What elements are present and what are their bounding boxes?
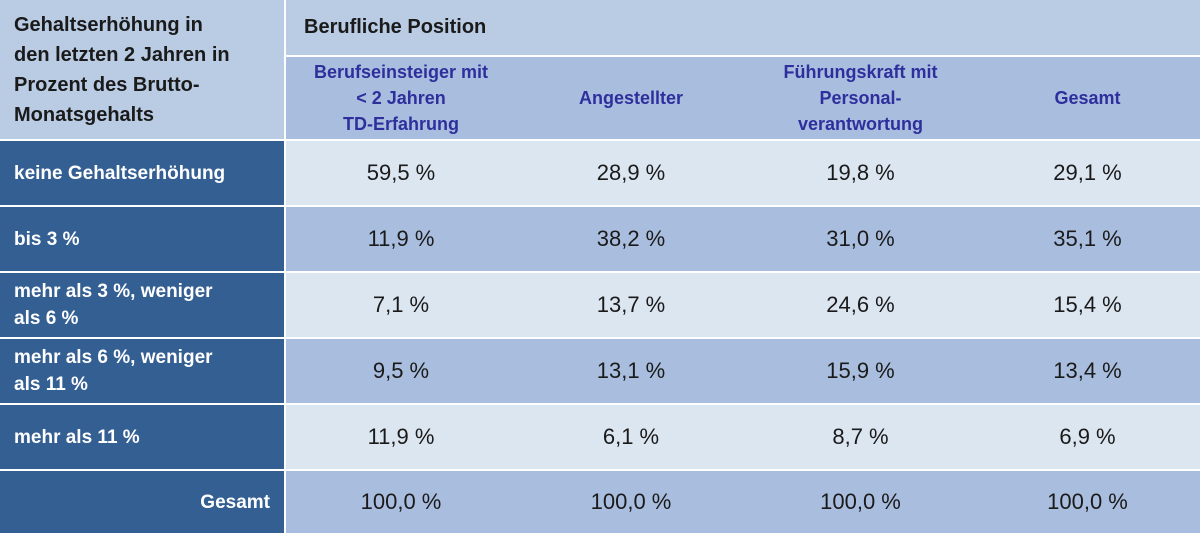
- row-label-text: Gesamt: [200, 491, 270, 513]
- corner-label-line: Gehaltserhöhung in: [14, 14, 203, 36]
- corner-label-line: den letzten 2 Jahren in: [14, 44, 230, 66]
- column-header-line: TD-Erfahrung: [343, 114, 459, 134]
- table-cell: 13,7 %: [516, 273, 746, 339]
- table-cell: 31,0 %: [746, 207, 975, 273]
- table-cell: 15,9 %: [746, 339, 975, 405]
- row-label-text: mehr als 11 %: [14, 426, 140, 448]
- row-label-3-bis-6: mehr als 3 %, weniger als 6 %: [0, 273, 286, 339]
- table-cell: 11,9 %: [286, 405, 516, 471]
- table-cell: 35,1 %: [975, 207, 1200, 273]
- table-cell: 100,0 %: [286, 471, 516, 533]
- table-cell: 29,1 %: [975, 141, 1200, 207]
- table-cell: 100,0 %: [516, 471, 746, 533]
- row-label-text: mehr als 3 %, weniger: [14, 281, 213, 302]
- row-label-text: keine Gehaltserhöhung: [14, 162, 226, 184]
- table-cell: 6,9 %: [975, 405, 1200, 471]
- column-header-line: Berufseinsteiger mit: [313, 62, 489, 82]
- table-cell: 11,9 %: [286, 207, 516, 273]
- column-header-line: verantwortung: [797, 114, 923, 134]
- column-header-line: Gesamt: [1054, 88, 1121, 108]
- corner-label-line: Monatsgehalts: [14, 104, 155, 126]
- corner-header: Gehaltserhöhung in den letzten 2 Jahren …: [0, 0, 286, 141]
- row-label-mehr-als-11: mehr als 11 %: [0, 405, 286, 471]
- table-cell: 8,7 %: [746, 405, 975, 471]
- table-cell: 24,6 %: [746, 273, 975, 339]
- row-label-text: als 6 %: [14, 308, 79, 329]
- row-label-text: bis 3 %: [14, 228, 80, 250]
- column-header-line: Angestellter: [578, 88, 684, 108]
- row-label-text: mehr als 6 %, weniger: [14, 347, 213, 368]
- table-cell: 28,9 %: [516, 141, 746, 207]
- column-header-berufseinsteiger: Berufseinsteiger mit < 2 Jahren TD-Erfah…: [286, 57, 516, 141]
- table-cell: 38,2 %: [516, 207, 746, 273]
- table-cell: 15,4 %: [975, 273, 1200, 339]
- corner-label-line: Prozent des Brutto-: [14, 74, 200, 96]
- table-cell: 13,1 %: [516, 339, 746, 405]
- row-label-6-bis-11: mehr als 6 %, weniger als 11 %: [0, 339, 286, 405]
- row-label-text: als 11 %: [14, 374, 88, 395]
- row-label-gesamt: Gesamt: [0, 471, 286, 533]
- column-header-angestellter: Angestellter: [516, 57, 746, 141]
- table-cell: 100,0 %: [746, 471, 975, 533]
- table-cell: 19,8 %: [746, 141, 975, 207]
- table-cell: 59,5 %: [286, 141, 516, 207]
- row-label-bis-3: bis 3 %: [0, 207, 286, 273]
- table-cell: 7,1 %: [286, 273, 516, 339]
- table-cell: 6,1 %: [516, 405, 746, 471]
- column-header-line: Führungskraft mit: [783, 62, 938, 82]
- group-header: Berufliche Position: [286, 0, 1200, 57]
- column-header-gesamt: Gesamt: [975, 57, 1200, 141]
- row-label-keine: keine Gehaltserhöhung: [0, 141, 286, 207]
- table-cell: 13,4 %: [975, 339, 1200, 405]
- table-cell: 100,0 %: [975, 471, 1200, 533]
- column-header-fuehrungskraft: Führungskraft mit Personal- verantwortun…: [746, 57, 975, 141]
- table-cell: 9,5 %: [286, 339, 516, 405]
- column-header-line: < 2 Jahren: [356, 88, 446, 108]
- column-header-line: Personal-: [819, 88, 902, 108]
